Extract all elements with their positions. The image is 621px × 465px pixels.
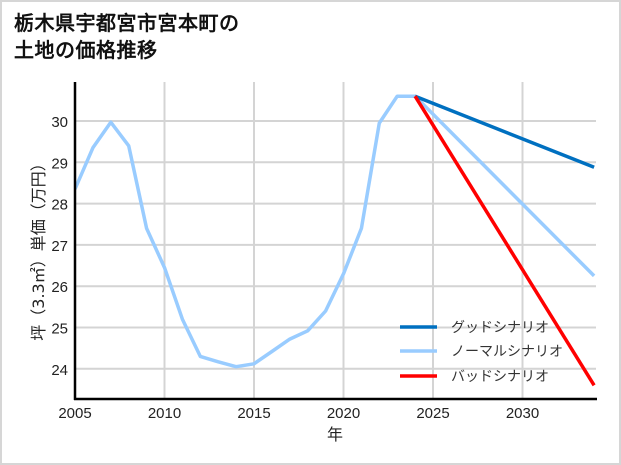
y-tick-label: 29 bbox=[51, 155, 68, 172]
y-axis-label: 坪（3.3㎡）単価（万円） bbox=[29, 155, 48, 340]
axes bbox=[73, 82, 597, 401]
x-tick-label: 2005 bbox=[58, 405, 91, 422]
x-tick-label: 2030 bbox=[506, 405, 539, 422]
series-lines bbox=[75, 94, 596, 387]
y-tick-label: 26 bbox=[51, 279, 68, 296]
y-tick-label: 30 bbox=[51, 114, 68, 131]
chart-title: 栃木県宇都宮市宮本町の 土地の価格推移 bbox=[14, 10, 240, 64]
series-line bbox=[413, 95, 596, 387]
chart-title-line-1: 栃木県宇都宮市宮本町の bbox=[14, 11, 240, 35]
chart-title-line-2: 土地の価格推移 bbox=[14, 38, 158, 62]
x-tick-label: 2025 bbox=[416, 405, 449, 422]
x-axis-label: 年 bbox=[327, 425, 343, 444]
legend-label: ノーマルシナリオ bbox=[451, 344, 563, 360]
x-tick-label: 2010 bbox=[148, 405, 181, 422]
series-line bbox=[414, 94, 595, 169]
series-line bbox=[75, 94, 596, 369]
x-tick-label: 2015 bbox=[237, 405, 270, 422]
tick-labels: 24 25 26 27 28 29 30 2005 2010 2015 2020 2025 2030 bbox=[51, 114, 539, 422]
legend-label: グッドシナリオ bbox=[451, 320, 549, 336]
y-tick-label: 27 bbox=[51, 238, 68, 255]
y-tick-label: 24 bbox=[51, 362, 68, 379]
y-tick-label: 25 bbox=[51, 321, 68, 338]
x-tick-label: 2020 bbox=[327, 405, 360, 422]
y-tick-label: 28 bbox=[51, 197, 68, 214]
legend-label: バッドシナリオ bbox=[451, 369, 549, 385]
gridlines bbox=[75, 82, 596, 399]
